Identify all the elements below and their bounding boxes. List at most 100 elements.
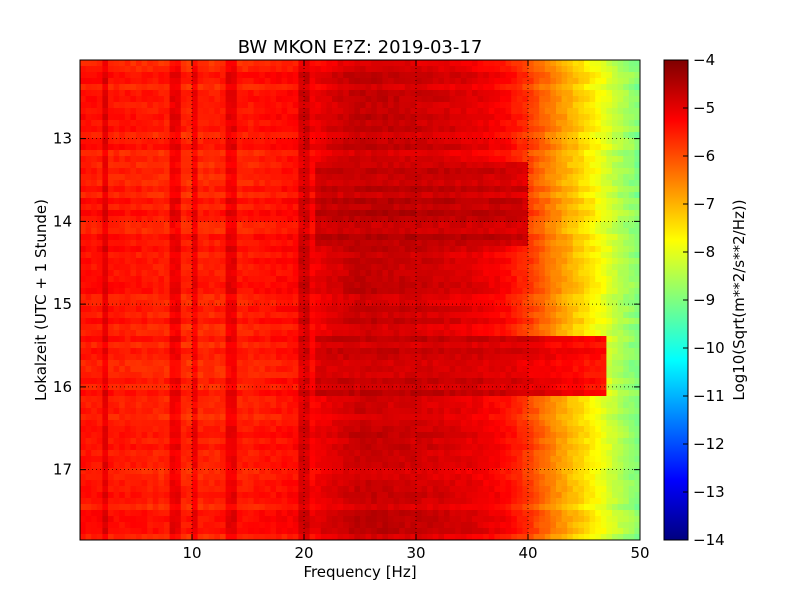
heatmap-cell [85, 84, 92, 91]
heatmap-cell [584, 228, 590, 235]
heatmap-cell [472, 84, 478, 91]
heatmap-cell [416, 306, 422, 313]
heatmap-cell [180, 78, 187, 85]
heatmap-cell [343, 252, 350, 259]
heatmap-cell [365, 168, 372, 175]
heatmap-cell [304, 198, 310, 205]
heatmap-cell [600, 192, 607, 199]
heatmap-cell [326, 114, 333, 121]
heatmap-cell [561, 144, 568, 151]
heatmap-cell [449, 348, 456, 355]
heatmap-cell [449, 282, 456, 289]
heatmap-cell [539, 192, 546, 199]
heatmap-cell [152, 102, 159, 109]
heatmap-cell [80, 306, 86, 313]
heatmap-cell [141, 282, 148, 289]
heatmap-cell [348, 78, 355, 85]
heatmap-cell [343, 246, 350, 253]
heatmap-cell [516, 90, 523, 97]
heatmap-cell [152, 282, 159, 289]
heatmap-cell [460, 300, 467, 307]
heatmap-cell [248, 84, 254, 91]
heatmap-cell [91, 288, 98, 295]
heatmap-cell [287, 336, 294, 343]
heatmap-cell [91, 72, 98, 79]
heatmap-cell [393, 282, 400, 289]
heatmap-cell [376, 60, 383, 67]
heatmap-cell [427, 156, 434, 163]
heatmap-cell [584, 186, 590, 193]
heatmap-cell [494, 240, 501, 247]
heatmap-cell [449, 90, 456, 97]
heatmap-cell [136, 252, 142, 259]
heatmap-cell [416, 246, 422, 253]
heatmap-cell [365, 264, 372, 271]
heatmap-cell [539, 270, 546, 277]
heatmap-cell [298, 162, 305, 169]
heatmap-cell [365, 60, 372, 67]
heatmap-cell [96, 246, 103, 253]
heatmap-cell [113, 102, 120, 109]
heatmap-cell [164, 204, 170, 211]
heatmap-cell [85, 348, 92, 355]
heatmap-cell [455, 78, 462, 85]
heatmap-cell [152, 174, 159, 181]
heatmap-cell [382, 120, 389, 127]
heatmap-cell [544, 222, 551, 229]
heatmap-cell [337, 156, 344, 163]
heatmap-cell [231, 324, 238, 331]
heatmap-cell [203, 354, 210, 361]
heatmap-cell [152, 150, 159, 157]
heatmap-cell [421, 192, 428, 199]
heatmap-cell [628, 144, 635, 151]
heatmap-cell [589, 330, 596, 337]
heatmap-cell [533, 156, 540, 163]
heatmap-cell [141, 336, 148, 343]
heatmap-cell [147, 342, 154, 349]
heatmap-cell [612, 342, 618, 349]
heatmap-cell [136, 162, 142, 169]
heatmap-cell [91, 102, 98, 109]
heatmap-cell [281, 264, 288, 271]
heatmap-cell [432, 276, 439, 283]
heatmap-cell [136, 234, 142, 241]
heatmap-cell [231, 204, 238, 211]
heatmap-cell [108, 342, 114, 349]
heatmap-cell [236, 276, 243, 283]
heatmap-cell [376, 198, 383, 205]
heatmap-cell [276, 192, 282, 199]
heatmap-cell [96, 348, 103, 355]
heatmap-cell [214, 294, 221, 301]
heatmap-cell [589, 156, 596, 163]
heatmap-cell [164, 288, 170, 295]
heatmap-cell [108, 174, 114, 181]
heatmap-cell [343, 330, 350, 337]
heatmap-cell [376, 342, 383, 349]
heatmap-cell [556, 294, 562, 301]
heatmap-cell [337, 138, 344, 145]
heatmap-cell [438, 126, 445, 133]
heatmap-cell [147, 240, 154, 247]
heatmap-cell [91, 264, 98, 271]
heatmap-cell [281, 186, 288, 193]
heatmap-cell [343, 114, 350, 121]
heatmap-cell [404, 240, 411, 247]
heatmap-cell [80, 216, 86, 223]
heatmap-cell [612, 318, 618, 325]
heatmap-cell [393, 192, 400, 199]
heatmap-cell [404, 168, 411, 175]
heatmap-cell [298, 174, 305, 181]
heatmap-cell [231, 288, 238, 295]
heatmap-cell [264, 330, 271, 337]
heatmap-cell [203, 342, 210, 349]
heatmap-cell [175, 288, 182, 295]
heatmap-cell [354, 276, 361, 283]
heatmap-cell [315, 312, 322, 319]
heatmap-cell [287, 108, 294, 115]
heatmap-cell [432, 138, 439, 145]
heatmap-cell [152, 330, 159, 337]
heatmap-cell [382, 138, 389, 145]
heatmap-cell [130, 120, 137, 127]
heatmap-cell [477, 144, 484, 151]
heatmap-cell [371, 324, 378, 331]
